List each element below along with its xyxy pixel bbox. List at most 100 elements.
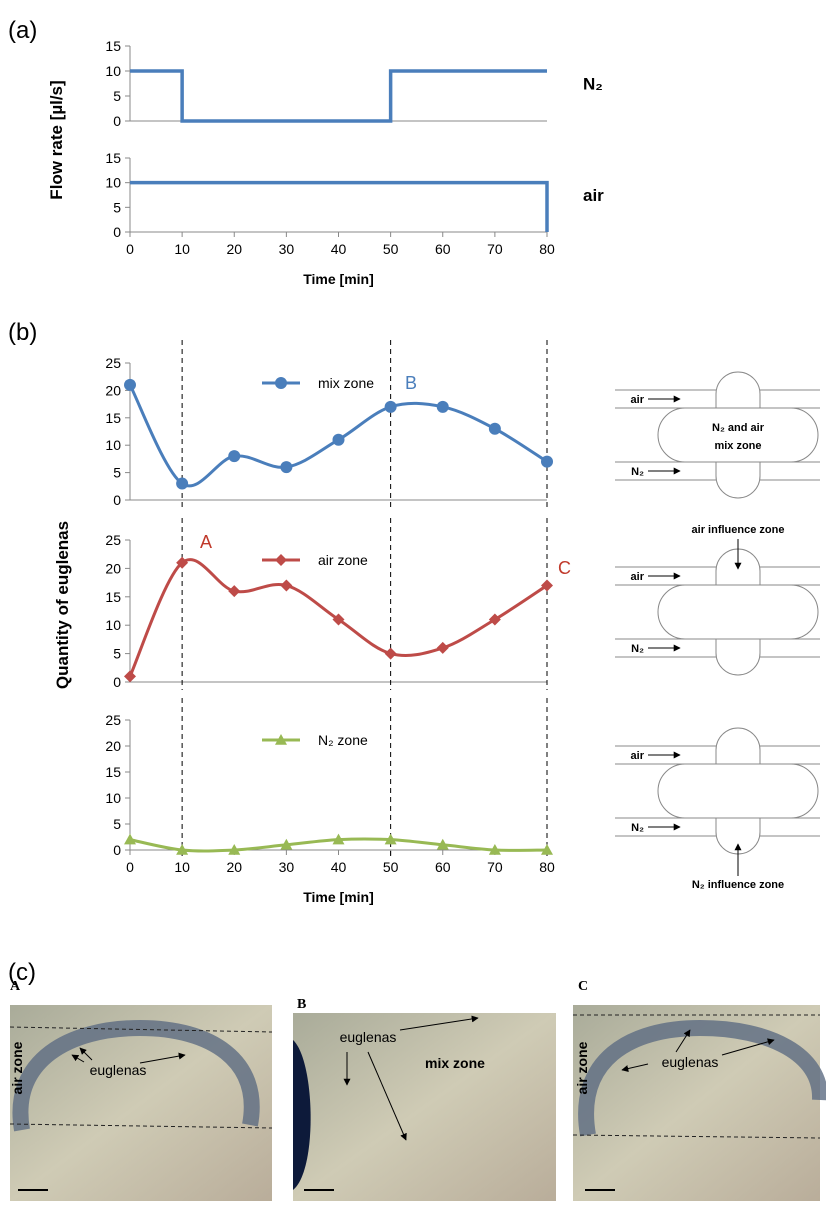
panel-label: (b) <box>8 319 37 346</box>
bump <box>715 461 761 499</box>
y-tick-label: 5 <box>113 199 121 215</box>
x-tick-label: 20 <box>226 241 242 257</box>
marker <box>176 844 189 855</box>
x-tick-label: 80 <box>539 241 555 257</box>
marker <box>124 378 136 391</box>
marker <box>332 833 345 845</box>
arrow <box>71 1054 85 1063</box>
annotation: B <box>405 373 417 393</box>
marker <box>228 450 241 463</box>
x-tick-label: 30 <box>279 859 295 875</box>
photo-title: C <box>578 979 588 994</box>
y-tick-label: 20 <box>105 560 121 576</box>
y-tick-label: 5 <box>113 88 121 104</box>
marker <box>176 556 189 569</box>
channel <box>578 1019 826 1137</box>
arrow <box>675 1029 691 1053</box>
marker <box>436 641 449 654</box>
x-axis-title: Time [min] <box>303 271 374 287</box>
bump <box>715 371 761 409</box>
panel-label: (c) <box>8 959 36 986</box>
y-axis-title: Quantity of euglenas <box>53 521 72 689</box>
bump <box>715 638 761 676</box>
zone-label: mix zone <box>714 440 761 452</box>
marker <box>384 833 397 845</box>
x-tick-label: 40 <box>331 859 347 875</box>
x-axis-title: Time [min] <box>303 889 374 905</box>
y-tick-label: 15 <box>105 764 121 780</box>
x-tick-label: 10 <box>174 241 190 257</box>
series-line <box>130 180 549 232</box>
y-tick-label: 10 <box>105 437 121 453</box>
legend-marker <box>275 377 287 389</box>
boundary <box>572 1134 821 1139</box>
series-line <box>130 69 547 123</box>
photo <box>10 1005 272 1201</box>
marker <box>280 838 293 850</box>
y-tick-label: 5 <box>113 816 121 832</box>
marker <box>488 422 501 435</box>
y-tick-label: 15 <box>105 150 121 166</box>
zone-label: air zone <box>9 1041 25 1094</box>
zone-label: N₂ and air <box>712 422 765 434</box>
x-tick-label: 60 <box>435 241 451 257</box>
marker <box>384 647 397 660</box>
arrow <box>139 1052 186 1064</box>
euglenas-label: euglenas <box>90 1062 147 1078</box>
legend-label: air zone <box>318 552 368 568</box>
channel <box>12 1019 260 1132</box>
legend-label: N₂ zone <box>318 732 368 748</box>
x-tick-label: 70 <box>487 241 503 257</box>
inlet-label: air <box>631 750 645 762</box>
marker <box>488 613 501 626</box>
x-tick-label: 50 <box>383 859 399 875</box>
inlet-label: air <box>631 571 645 583</box>
chamber <box>657 763 819 819</box>
photo-title: B <box>297 997 306 1012</box>
marker <box>124 833 136 845</box>
x-tick-label: 0 <box>126 241 134 257</box>
euglenas-label: euglenas <box>340 1029 397 1045</box>
boundary <box>9 1026 273 1033</box>
y-tick-label: 0 <box>113 113 121 129</box>
y-tick-label: 25 <box>105 712 121 728</box>
inlet-label: air <box>631 394 645 406</box>
bump <box>715 817 761 855</box>
zone-label: air zone <box>574 1041 590 1094</box>
y-axis-title: Flow rate [µl/s] <box>47 80 66 199</box>
marker <box>332 613 345 626</box>
annotation: A <box>200 532 212 552</box>
x-tick-label: 40 <box>331 241 347 257</box>
x-tick-label: 70 <box>487 859 503 875</box>
channel <box>293 1040 311 1190</box>
x-tick-label: 20 <box>226 859 242 875</box>
chamber <box>657 584 819 640</box>
y-tick-label: 10 <box>105 175 121 191</box>
arrow <box>79 1047 93 1061</box>
series-label: N₂ <box>583 75 603 94</box>
x-tick-label: 50 <box>383 241 399 257</box>
boundary <box>9 1123 273 1129</box>
y-tick-label: 0 <box>113 842 121 858</box>
y-tick-label: 0 <box>113 674 121 690</box>
marker <box>436 400 449 413</box>
marker <box>541 455 553 468</box>
x-tick-label: 30 <box>279 241 295 257</box>
y-tick-label: 25 <box>105 355 121 371</box>
bump <box>715 727 761 765</box>
photos: A air zone euglenas B mix zone euglenas … <box>9 979 826 1201</box>
panel-label: (a) <box>8 17 37 44</box>
marker <box>228 585 241 598</box>
photo-title: A <box>10 979 21 994</box>
inlet-label: N₂ <box>631 822 644 834</box>
euglenas-label: euglenas <box>662 1054 719 1070</box>
legend-label: mix zone <box>318 375 374 391</box>
arrow <box>367 1051 407 1141</box>
y-tick-label: 5 <box>113 465 121 481</box>
zone-label: air influence zone <box>692 524 785 536</box>
legend-marker <box>275 554 287 566</box>
arrow <box>621 1063 649 1072</box>
y-tick-label: 20 <box>105 738 121 754</box>
marker <box>541 579 553 592</box>
